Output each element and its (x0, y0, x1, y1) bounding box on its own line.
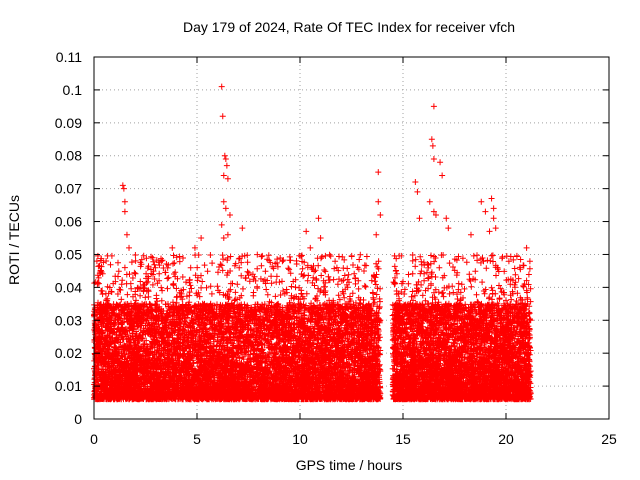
roti-peak-point (414, 188, 421, 195)
roti-peak-point (486, 228, 493, 235)
y-tick-label: 0 (74, 411, 82, 427)
roti-peak-point (223, 162, 230, 169)
roti-peak-point (488, 195, 495, 202)
roti-peak-point (430, 103, 437, 110)
roti-peak-point (492, 225, 499, 232)
roti-peak-point (222, 205, 229, 212)
y-axis-label: ROTI / TECUs (6, 195, 22, 285)
roti-peak-point (521, 281, 528, 288)
roti-peak-point (430, 208, 437, 215)
roti-peak-point (373, 231, 380, 238)
roti-peak-point (226, 211, 233, 218)
roti-peak-point (523, 244, 530, 251)
roti-point-cloud (91, 251, 534, 403)
roti-peak-point (224, 231, 231, 238)
roti-peak-point (430, 156, 437, 163)
roti-peak-point (317, 235, 324, 241)
roti-peak-point (490, 205, 497, 212)
roti-peak-point (220, 172, 227, 179)
chart-title: Day 179 of 2024, Rate Of TEC Index for r… (183, 19, 515, 35)
roti-peak-point (303, 228, 310, 235)
roti-peak-point (120, 185, 127, 192)
plot-frame (93, 56, 610, 420)
y-tick-label: 0.02 (55, 345, 82, 361)
roti-peak-point (218, 83, 225, 90)
y-tick-label: 0.11 (56, 49, 82, 65)
roti-peak-point (478, 198, 485, 205)
roti-peak-point (239, 225, 246, 232)
roti-peak-point (439, 172, 446, 179)
roti-peak-point (426, 198, 433, 205)
y-tick-label: 0.08 (55, 148, 82, 164)
x-tick-label: 0 (90, 431, 98, 447)
roti-peak-point (221, 152, 228, 159)
roti-peak-point (375, 169, 382, 176)
roti-peak-point (169, 244, 176, 251)
y-tick-label: 0.06 (55, 214, 82, 230)
y-tick-label: 0.1 (63, 82, 83, 98)
y-tick-label: 0.09 (55, 115, 82, 131)
roti-peak-point (445, 225, 452, 232)
roti-peak-point (307, 244, 314, 251)
roti-peak-point (429, 142, 436, 149)
x-tick-label: 10 (292, 431, 308, 447)
x-tick-label: 5 (193, 431, 201, 447)
roti-peak-point (490, 215, 497, 222)
roti-peak-point (123, 231, 130, 238)
roti-peak-point (443, 215, 450, 222)
roti-peak-point (119, 182, 126, 189)
roti-peak-point (220, 235, 227, 241)
y-tick-label: 0.03 (55, 312, 82, 328)
roti-peak-point (121, 198, 128, 205)
roti-peak-point (523, 287, 530, 294)
roti-peak-point (428, 136, 435, 143)
roti-peak-point (220, 198, 227, 205)
roti-peak-point (412, 179, 419, 186)
roti-peak-point (437, 159, 444, 166)
grid (94, 57, 609, 419)
roti-peak-point (482, 208, 489, 215)
roti-peak-point (198, 235, 205, 241)
roti-peak-point (219, 113, 226, 120)
roti-peak-point (121, 208, 128, 215)
roti-peak-point (222, 156, 229, 163)
ticks: 0 5 10 15 20 25 0 0.01 0.02 0.03 0.04 0.05 0.06 0.07 0… (55, 49, 617, 447)
x-tick-label: 15 (395, 431, 411, 447)
y-tick-label: 0.01 (55, 378, 82, 394)
y-tick-label: 0.04 (55, 279, 82, 295)
x-tick-label: 20 (498, 431, 514, 447)
roti-peak-point (315, 215, 322, 222)
y-tick-label: 0.05 (55, 246, 82, 262)
roti-peak-point (432, 211, 439, 218)
roti-peak-point (218, 221, 225, 228)
roti-peak-point (375, 198, 382, 205)
roti-peak-point (191, 244, 198, 251)
roti-peak-point (377, 211, 384, 218)
x-tick-label: 25 (601, 431, 617, 447)
data-points (91, 83, 534, 403)
roti-peak-point (416, 215, 423, 222)
roti-peak-point (224, 175, 231, 182)
x-axis-label: GPS time / hours (296, 457, 403, 473)
y-tick-label: 0.07 (55, 181, 82, 197)
roti-peak-point (467, 231, 474, 238)
roti-peak-point (126, 244, 133, 251)
